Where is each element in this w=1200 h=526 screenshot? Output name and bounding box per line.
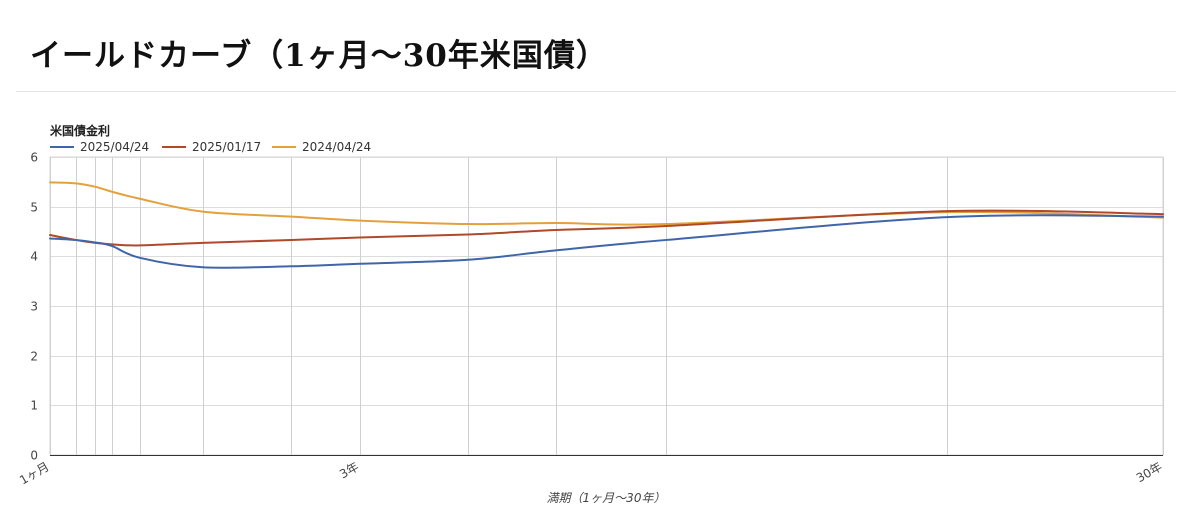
page-title: イールドカーブ（1ヶ月〜30年米国債）	[30, 38, 608, 74]
y-tick-label: 1	[30, 399, 38, 413]
y-tick-label: 5	[30, 201, 38, 215]
legend-entry-label: 2025/04/24	[80, 140, 149, 154]
axes: 0 1 2 3 4 5 6 1ヶ月 3年 30年	[17, 151, 1164, 488]
x-tick-label: 3年	[337, 459, 361, 481]
y-tick-label: 0	[30, 449, 38, 463]
legend-entry-label: 2025/01/17	[192, 140, 261, 154]
x-tick-label: 30年	[1134, 459, 1165, 485]
yield-curve-chart: 0 1 2 3 4 5 6 1ヶ月 3年 30年 2025/04/24 2025/01/17 2024…	[17, 123, 1164, 505]
y-tick-label: 2	[30, 350, 38, 364]
chart-container: 0 1 2 3 4 5 6 1ヶ月 3年 30年 2025/04/24 2025/01/17 2024…	[0, 110, 1200, 520]
series-line-2024-04-24	[49, 181, 1164, 226]
legend-entry-label: 2024/04/24	[302, 140, 371, 154]
x-tick-label: 1ヶ月	[17, 459, 51, 487]
y-tick-label: 3	[30, 300, 38, 314]
y-tick-label: 6	[30, 151, 38, 165]
title-divider	[16, 91, 1176, 92]
y-tick-label: 4	[30, 250, 38, 264]
series-lines	[49, 181, 1164, 269]
grid	[49, 156, 1164, 456]
chart-title: 米国債金利	[50, 123, 110, 138]
series-line-2025-04-24	[49, 214, 1164, 269]
legend: 2025/04/24 2025/01/17 2024/04/24	[50, 140, 371, 154]
x-axis-label: 満期（1ヶ月〜30年）	[547, 491, 666, 505]
